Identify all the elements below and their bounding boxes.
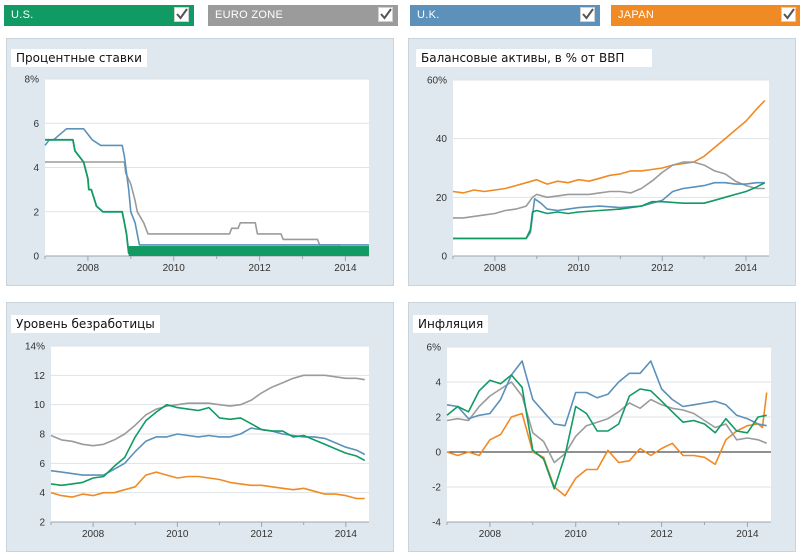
balance-sheet-chart: 0 20 40 60% 2008 2010 2012 2014 [427, 76, 769, 274]
x-tick-label: 2012 [651, 263, 674, 274]
y-tick-label: 0 [33, 252, 39, 263]
y-tick-label: 20 [436, 193, 448, 204]
y-tick-label: 6 [33, 119, 39, 130]
y-tick-label: -2 [432, 483, 441, 494]
interest-rates-chart: 0 2 4 6 8% 2008 2010 2012 2014 [25, 75, 369, 274]
check-icon[interactable] [378, 7, 393, 22]
x-tick-label: 2012 [650, 529, 673, 540]
panel-interest-rates: 0 2 4 6 8% 2008 2010 2012 2014 Процентные ставки [6, 38, 394, 286]
y-tick-label: 0 [435, 448, 441, 459]
legend-toggle-us[interactable]: U.S. [4, 5, 194, 26]
series-line-us [453, 181, 766, 240]
y-tick-label: 2 [435, 413, 441, 424]
y-tick-label: 60% [427, 76, 447, 87]
series-line-us [50, 403, 366, 487]
y-tick-label: 4 [39, 488, 45, 499]
x-tick-label: 2008 [82, 529, 105, 540]
panel-title: Уровень безработицы [11, 315, 160, 333]
plot-area [447, 347, 771, 522]
x-tick-label: 2014 [735, 263, 758, 274]
y-tick-label: 4 [435, 378, 441, 389]
check-icon[interactable] [781, 7, 796, 22]
legend-toggle-uk[interactable]: U.K. [410, 5, 600, 26]
y-tick-label: -4 [432, 518, 441, 529]
series-line-ez [453, 161, 765, 219]
x-tick-label: 2014 [736, 529, 759, 540]
y-tick-label: 14% [25, 342, 45, 353]
x-tick-label: 2012 [248, 263, 271, 274]
us-rate-band [128, 246, 369, 256]
panel-inflation: -4 -2 0 2 4 6% 2008 2010 2012 2014 Инфляция [408, 302, 796, 552]
series-line-us [45, 138, 369, 255]
x-tick-label: 2014 [334, 263, 357, 274]
y-tick-label: 8 [39, 430, 45, 441]
legend-label-euro-zone: EURO ZONE [215, 9, 284, 21]
y-tick-label: 40 [436, 134, 448, 145]
x-tick-label: 2012 [250, 529, 273, 540]
y-tick-label: 0 [441, 252, 447, 263]
x-tick-label: 2010 [565, 529, 588, 540]
panel-title: Балансовые активы, в % от ВВП [416, 49, 653, 67]
panel-unemployment: 2 4 6 8 10 12 14% 2008 2010 2012 2014 Уровень безр… [6, 302, 394, 552]
y-tick-label: 2 [39, 518, 45, 529]
series-line-jp [446, 392, 768, 497]
x-tick-label: 2010 [163, 263, 186, 274]
check-icon[interactable] [174, 7, 189, 22]
x-tick-label: 2008 [479, 529, 502, 540]
plot-area [453, 80, 769, 256]
x-tick-label: 2008 [484, 263, 507, 274]
legend-label-japan: JAPAN [618, 9, 655, 21]
series-line-us [446, 374, 767, 490]
x-tick-label: 2010 [567, 263, 590, 274]
y-tick-label: 2 [33, 207, 39, 218]
x-tick-label: 2010 [166, 529, 189, 540]
x-tick-label: 2008 [77, 263, 100, 274]
y-tick-label: 6 [39, 459, 45, 470]
legend-label-uk: U.K. [417, 9, 440, 21]
y-tick-label: 4 [33, 163, 39, 174]
series-line-uk [44, 128, 369, 246]
legend-label-us: U.S. [11, 9, 34, 21]
series-line-ez [45, 161, 369, 252]
y-tick-label: 6% [427, 343, 442, 354]
series-line-uk [446, 360, 767, 427]
check-icon[interactable] [580, 7, 595, 22]
panel-balance-sheet: 0 20 40 60% 2008 2010 2012 2014 Балансовые акти… [408, 38, 796, 286]
series-line-jp [50, 471, 365, 500]
x-tick-label: 2014 [335, 529, 358, 540]
series-line-jp [452, 99, 766, 194]
inflation-chart: -4 -2 0 2 4 6% 2008 2010 2012 2014 [427, 343, 771, 540]
legend-toggle-euro-zone[interactable]: EURO ZONE [208, 5, 398, 26]
unemployment-chart: 2 4 6 8 10 12 14% 2008 2010 2012 2014 [25, 342, 369, 540]
panel-title: Процентные ставки [11, 49, 147, 67]
series-line-ez [50, 374, 365, 447]
y-tick-label: 8% [25, 75, 40, 86]
y-tick-label: 10 [34, 400, 46, 411]
y-tick-label: 12 [34, 371, 46, 382]
panel-title: Инфляция [413, 315, 489, 333]
series-line-uk [50, 427, 366, 476]
series-line-ez [446, 381, 768, 464]
legend-toggle-japan[interactable]: JAPAN [611, 5, 800, 26]
